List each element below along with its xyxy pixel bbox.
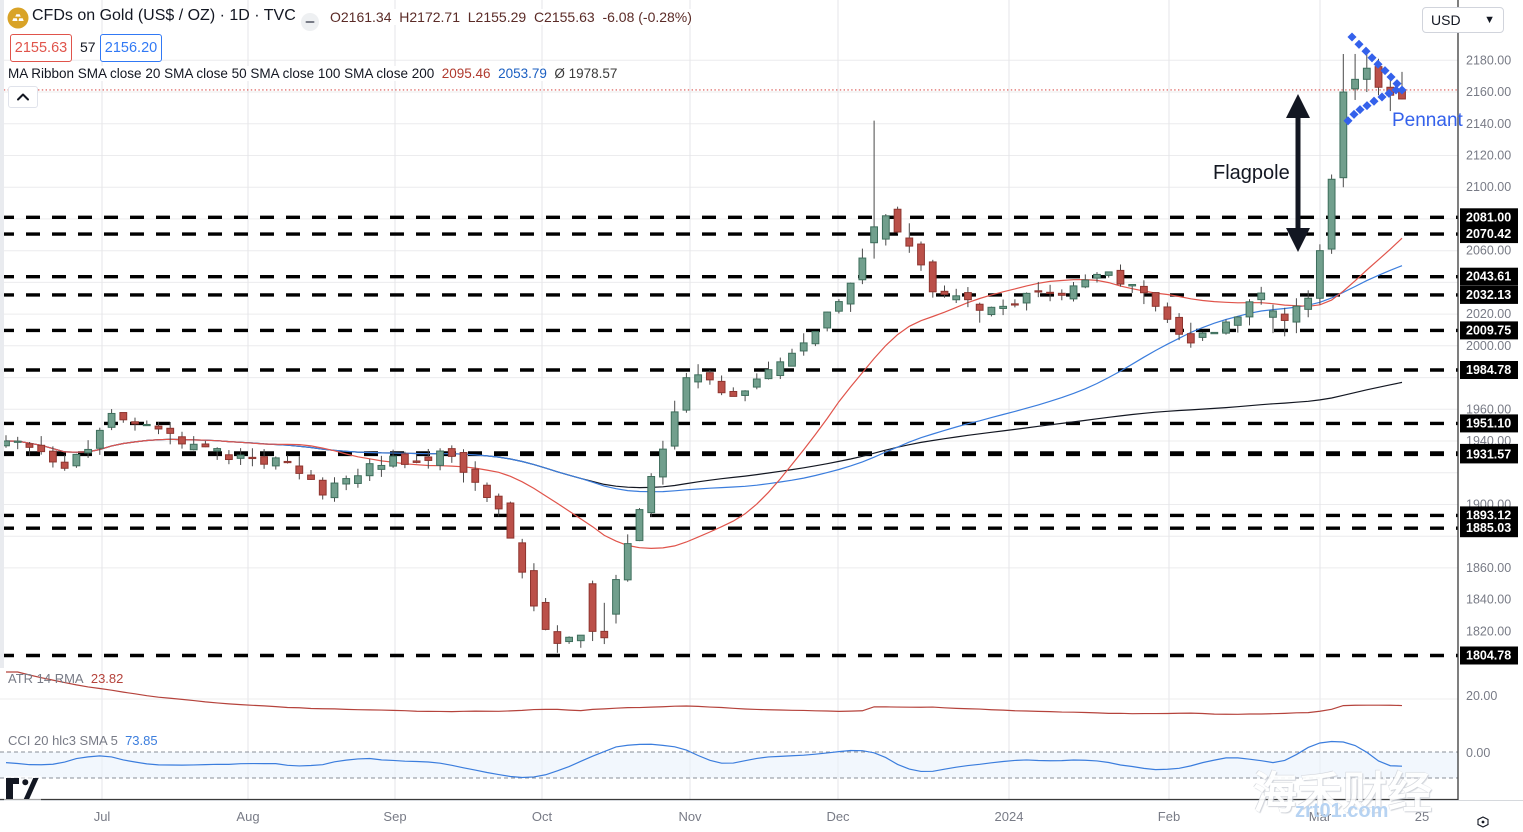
svg-text:Dec: Dec	[826, 809, 850, 824]
svg-text:2024: 2024	[995, 809, 1024, 824]
svg-text:Feb: Feb	[1158, 809, 1180, 824]
svg-text:Jul: Jul	[94, 809, 111, 824]
svg-text:Oct: Oct	[532, 809, 553, 824]
svg-text:0.00: 0.00	[1466, 746, 1490, 760]
svg-text:Sep: Sep	[383, 809, 406, 824]
svg-text:Aug: Aug	[236, 809, 259, 824]
svg-text:Nov: Nov	[678, 809, 702, 824]
svg-text:20.00: 20.00	[1466, 689, 1497, 703]
